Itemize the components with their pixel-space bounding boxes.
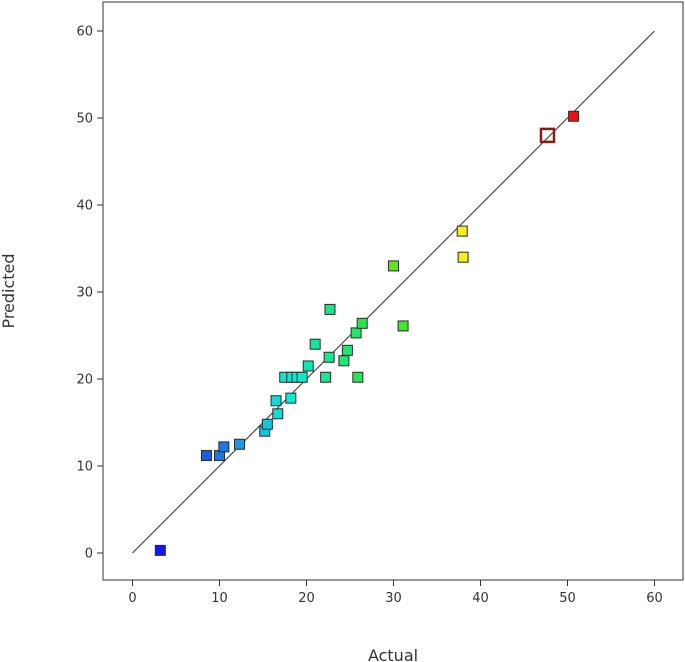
x-tick-label: 20	[298, 591, 315, 606]
data-point	[350, 327, 362, 339]
y-axis: 0 10 20 30 40 50 60	[76, 25, 103, 562]
data-point	[539, 127, 556, 144]
data-point	[270, 395, 282, 407]
data-point	[200, 450, 212, 462]
y-tick-label: 40	[76, 199, 93, 214]
plot-frame	[102, 1, 684, 581]
data-point	[323, 351, 335, 363]
data-point	[341, 344, 353, 356]
y-axis-title: Predicted	[0, 253, 18, 328]
data-point	[309, 338, 321, 350]
data-points	[154, 110, 580, 556]
data-point	[272, 408, 284, 420]
data-point	[154, 544, 166, 556]
data-point	[261, 418, 273, 430]
data-point	[324, 303, 336, 315]
y-tick-label: 60	[76, 25, 93, 40]
data-point	[338, 355, 350, 367]
data-point	[320, 371, 332, 383]
data-point	[352, 371, 364, 383]
x-tick-label: 60	[646, 591, 663, 606]
data-point	[356, 317, 368, 329]
data-point	[285, 392, 297, 404]
x-axis: 0 10 20 30 40 50 60	[128, 580, 663, 606]
data-point	[234, 438, 246, 450]
data-point	[397, 320, 409, 332]
data-point	[302, 360, 314, 372]
x-tick-label: 40	[472, 591, 489, 606]
y-tick-label: 10	[76, 460, 93, 475]
data-point	[218, 441, 230, 453]
data-point	[388, 260, 399, 272]
x-tick-label: 0	[128, 591, 136, 606]
data-point	[456, 225, 468, 237]
data-point	[457, 251, 469, 263]
x-tick-label: 30	[385, 591, 402, 606]
y-tick-label: 30	[76, 286, 93, 301]
reference-line	[132, 30, 655, 554]
x-tick-label: 10	[211, 591, 228, 606]
data-point	[296, 371, 308, 383]
y-tick-label: 0	[85, 547, 93, 562]
data-point	[568, 110, 580, 122]
x-axis-title: Actual	[368, 646, 418, 662]
y-tick-label: 20	[76, 373, 93, 388]
x-tick-label: 50	[559, 591, 576, 606]
y-tick-label: 50	[76, 112, 93, 127]
